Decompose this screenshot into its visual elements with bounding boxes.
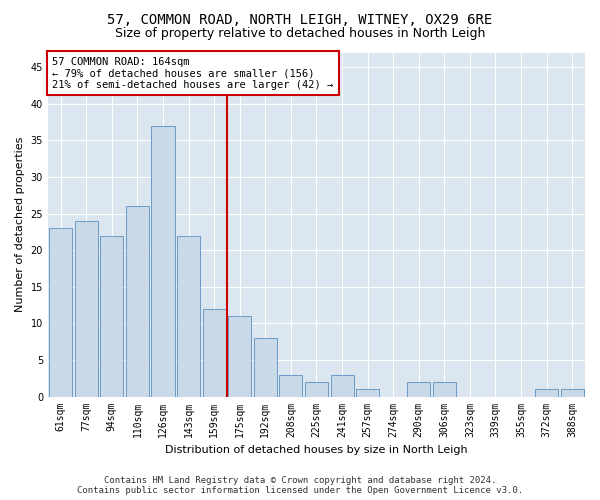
Bar <box>433 382 456 396</box>
Bar <box>305 382 328 396</box>
Bar <box>254 338 277 396</box>
Text: Contains HM Land Registry data © Crown copyright and database right 2024.
Contai: Contains HM Land Registry data © Crown c… <box>77 476 523 495</box>
Bar <box>100 236 124 396</box>
Text: 57, COMMON ROAD, NORTH LEIGH, WITNEY, OX29 6RE: 57, COMMON ROAD, NORTH LEIGH, WITNEY, OX… <box>107 12 493 26</box>
Bar <box>126 206 149 396</box>
Y-axis label: Number of detached properties: Number of detached properties <box>15 137 25 312</box>
X-axis label: Distribution of detached houses by size in North Leigh: Distribution of detached houses by size … <box>165 445 468 455</box>
Bar <box>177 236 200 396</box>
Bar <box>535 389 558 396</box>
Bar <box>75 221 98 396</box>
Bar <box>280 374 302 396</box>
Bar <box>561 389 584 396</box>
Bar <box>407 382 430 396</box>
Bar <box>228 316 251 396</box>
Bar <box>151 126 175 396</box>
Bar <box>331 374 353 396</box>
Bar <box>203 308 226 396</box>
Bar <box>49 228 72 396</box>
Text: 57 COMMON ROAD: 164sqm
← 79% of detached houses are smaller (156)
21% of semi-de: 57 COMMON ROAD: 164sqm ← 79% of detached… <box>52 56 334 90</box>
Text: Size of property relative to detached houses in North Leigh: Size of property relative to detached ho… <box>115 28 485 40</box>
Bar <box>356 389 379 396</box>
